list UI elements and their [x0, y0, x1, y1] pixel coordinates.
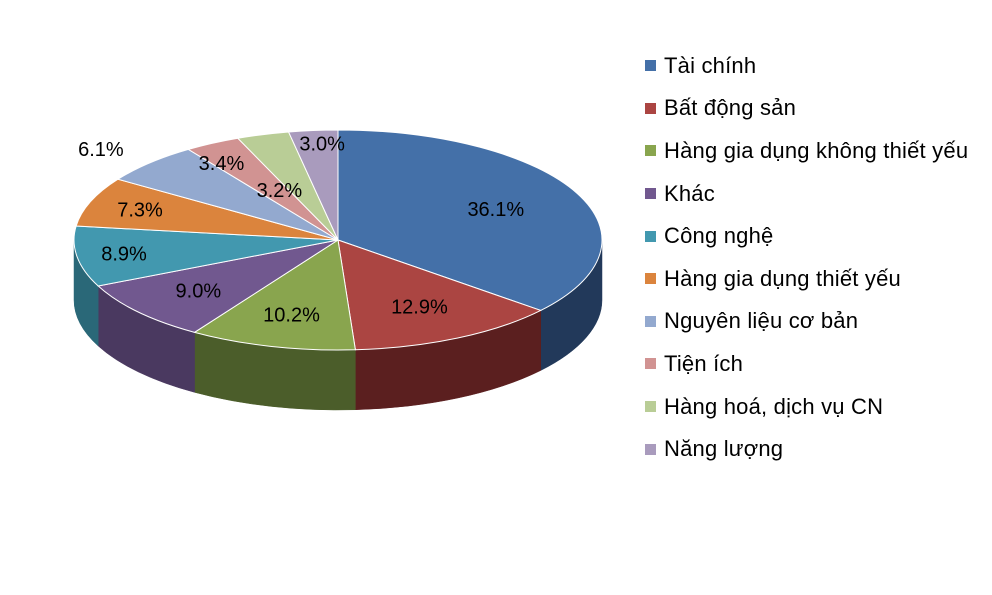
legend-item: Bất động sản [645, 83, 968, 135]
legend-swatch [645, 188, 656, 200]
pie-chart: 36.1% 12.9% 10.2% 9.0% 8.9% 7.3% 6.1% 3.4% 3.2% 3… [73, 129, 603, 411]
legend-label: Công nghệ [664, 223, 774, 249]
pie-sides [73, 239, 603, 411]
legend-item: Năng lượng [645, 423, 968, 475]
legend-item: Khác [645, 168, 968, 220]
legend-swatch [645, 401, 656, 413]
legend-swatch [645, 102, 656, 114]
legend-swatch [645, 230, 656, 242]
legend-label: Nguyên liệu cơ bản [664, 308, 859, 334]
data-label: 8.9% [101, 244, 147, 266]
legend-label: Hàng gia dụng không thiết yếu [664, 137, 969, 163]
data-label: 3.4% [199, 153, 245, 175]
legend-label: Hàng gia dụng thiết yếu [664, 265, 901, 291]
legend-label: Năng lượng [664, 436, 784, 462]
data-label: 3.0% [299, 134, 345, 156]
pie-slice [75, 178, 339, 241]
pie-slice [337, 129, 603, 311]
legend-item: Tiện ích [645, 338, 968, 390]
pie-slice [193, 239, 356, 351]
legend-item: Công nghệ [645, 210, 968, 262]
data-label: 7.3% [117, 199, 163, 221]
legend-label: Khác [664, 180, 715, 206]
pie-slice [97, 239, 339, 333]
legend-swatch [645, 60, 656, 72]
legend-swatch [645, 315, 656, 327]
legend-item: Tài chính [645, 40, 968, 92]
legend-swatch [645, 443, 656, 455]
pie-slice [287, 129, 339, 241]
data-label: 3.2% [257, 180, 303, 202]
data-label: 10.2% [263, 305, 320, 327]
legend-item: Hàng gia dụng không thiết yếu [645, 125, 968, 177]
legend-swatch [645, 273, 656, 285]
data-label: 36.1% [467, 199, 524, 221]
data-label: 6.1% [78, 139, 124, 161]
legend-item: Nguyên liệu cơ bản [645, 296, 968, 348]
legend-label: Tiện ích [664, 350, 744, 376]
data-label: 9.0% [176, 280, 222, 302]
pie-slice [73, 225, 339, 287]
legend-item: Hàng hoá, dịch vụ CN [645, 381, 968, 433]
legend-label: Bất động sản [664, 95, 797, 121]
legend-label: Tài chính [664, 52, 757, 78]
pie-slices [73, 129, 603, 351]
legend-swatch [645, 145, 656, 157]
pie-slice [337, 239, 543, 351]
data-label: 12.9% [391, 297, 448, 319]
legend-item: Hàng gia dụng thiết yếu [645, 253, 968, 305]
legend-swatch [645, 358, 656, 370]
legend-label: Hàng hoá, dịch vụ CN [664, 393, 884, 419]
legend: Tài chính Bất động sản Hàng gia dụng không… [645, 49, 968, 475]
data-labels: 36.1% 12.9% 10.2% 9.0% 8.9% 7.3% 6.1% 3.4% 3.2% 3… [78, 134, 524, 327]
